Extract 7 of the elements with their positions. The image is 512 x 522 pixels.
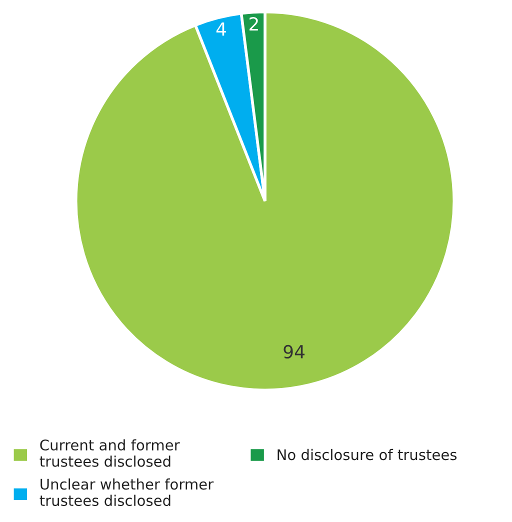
- legend-label: No disclosure of trustees: [278, 448, 457, 460]
- legend-label: Current and former trustees disclosed: [40, 439, 180, 467]
- pie-slice: [74, 10, 456, 392]
- data-label: 2: [250, 17, 258, 30]
- data-label: 94: [284, 344, 305, 359]
- legend-label: Unclear whether former trustees disclosed: [40, 478, 214, 506]
- data-label: 4: [216, 22, 226, 36]
